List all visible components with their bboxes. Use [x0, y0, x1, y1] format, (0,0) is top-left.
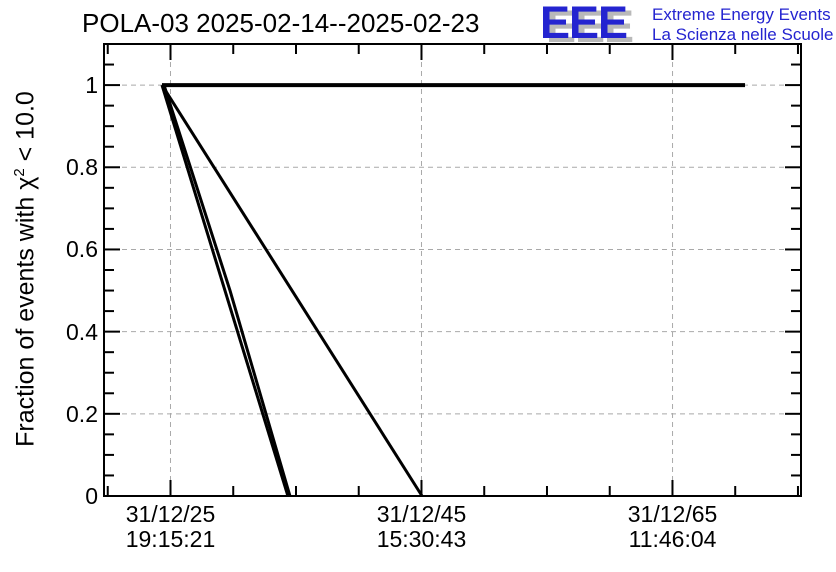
y-tick-label: 0.4 [66, 318, 98, 345]
chi-exponent: 2 [11, 168, 28, 177]
y-tick-label: 0.2 [66, 400, 98, 427]
plot-title: POLA-03 2025-02-14--2025-02-23 [82, 8, 480, 38]
eee-logo-tagline: Extreme Energy Events La Scienza nelle S… [652, 5, 833, 45]
series-declining-run-2 [162, 84, 292, 497]
y-tick-label: 0.8 [66, 154, 98, 181]
series-declining-run-3 [160, 84, 424, 497]
x-tick-label: 31/12/45 15:30:43 [341, 502, 501, 552]
y-tick-label: 0.6 [66, 236, 98, 263]
x-tick-date: 31/12/65 [627, 501, 718, 527]
x-tick-time: 11:46:04 [628, 526, 717, 552]
x-tick-time: 15:30:43 [376, 526, 467, 552]
y-tick-label: 1 [85, 72, 98, 99]
x-tick-date: 31/12/45 [376, 501, 467, 527]
series-declining-run-1 [160, 84, 290, 497]
eee-tagline-line2: La Scienza nelle Scuole [652, 25, 834, 44]
eee-logo: EEE Extreme Energy Events La Scienza nel… [540, 0, 833, 48]
eee-tagline-line1: Extreme Energy Events [652, 5, 831, 24]
x-tick-time: 19:15:21 [125, 526, 216, 552]
axis-frame [103, 43, 802, 497]
x-tick-date: 31/12/25 [125, 501, 216, 527]
x-tick-label: 31/12/65 11:46:04 [593, 502, 753, 552]
x-tick-label: 31/12/25 19:15:21 [90, 502, 250, 552]
y-tick-label: 0 [85, 483, 98, 509]
eee-logo-acronym: EEE [540, 0, 628, 48]
